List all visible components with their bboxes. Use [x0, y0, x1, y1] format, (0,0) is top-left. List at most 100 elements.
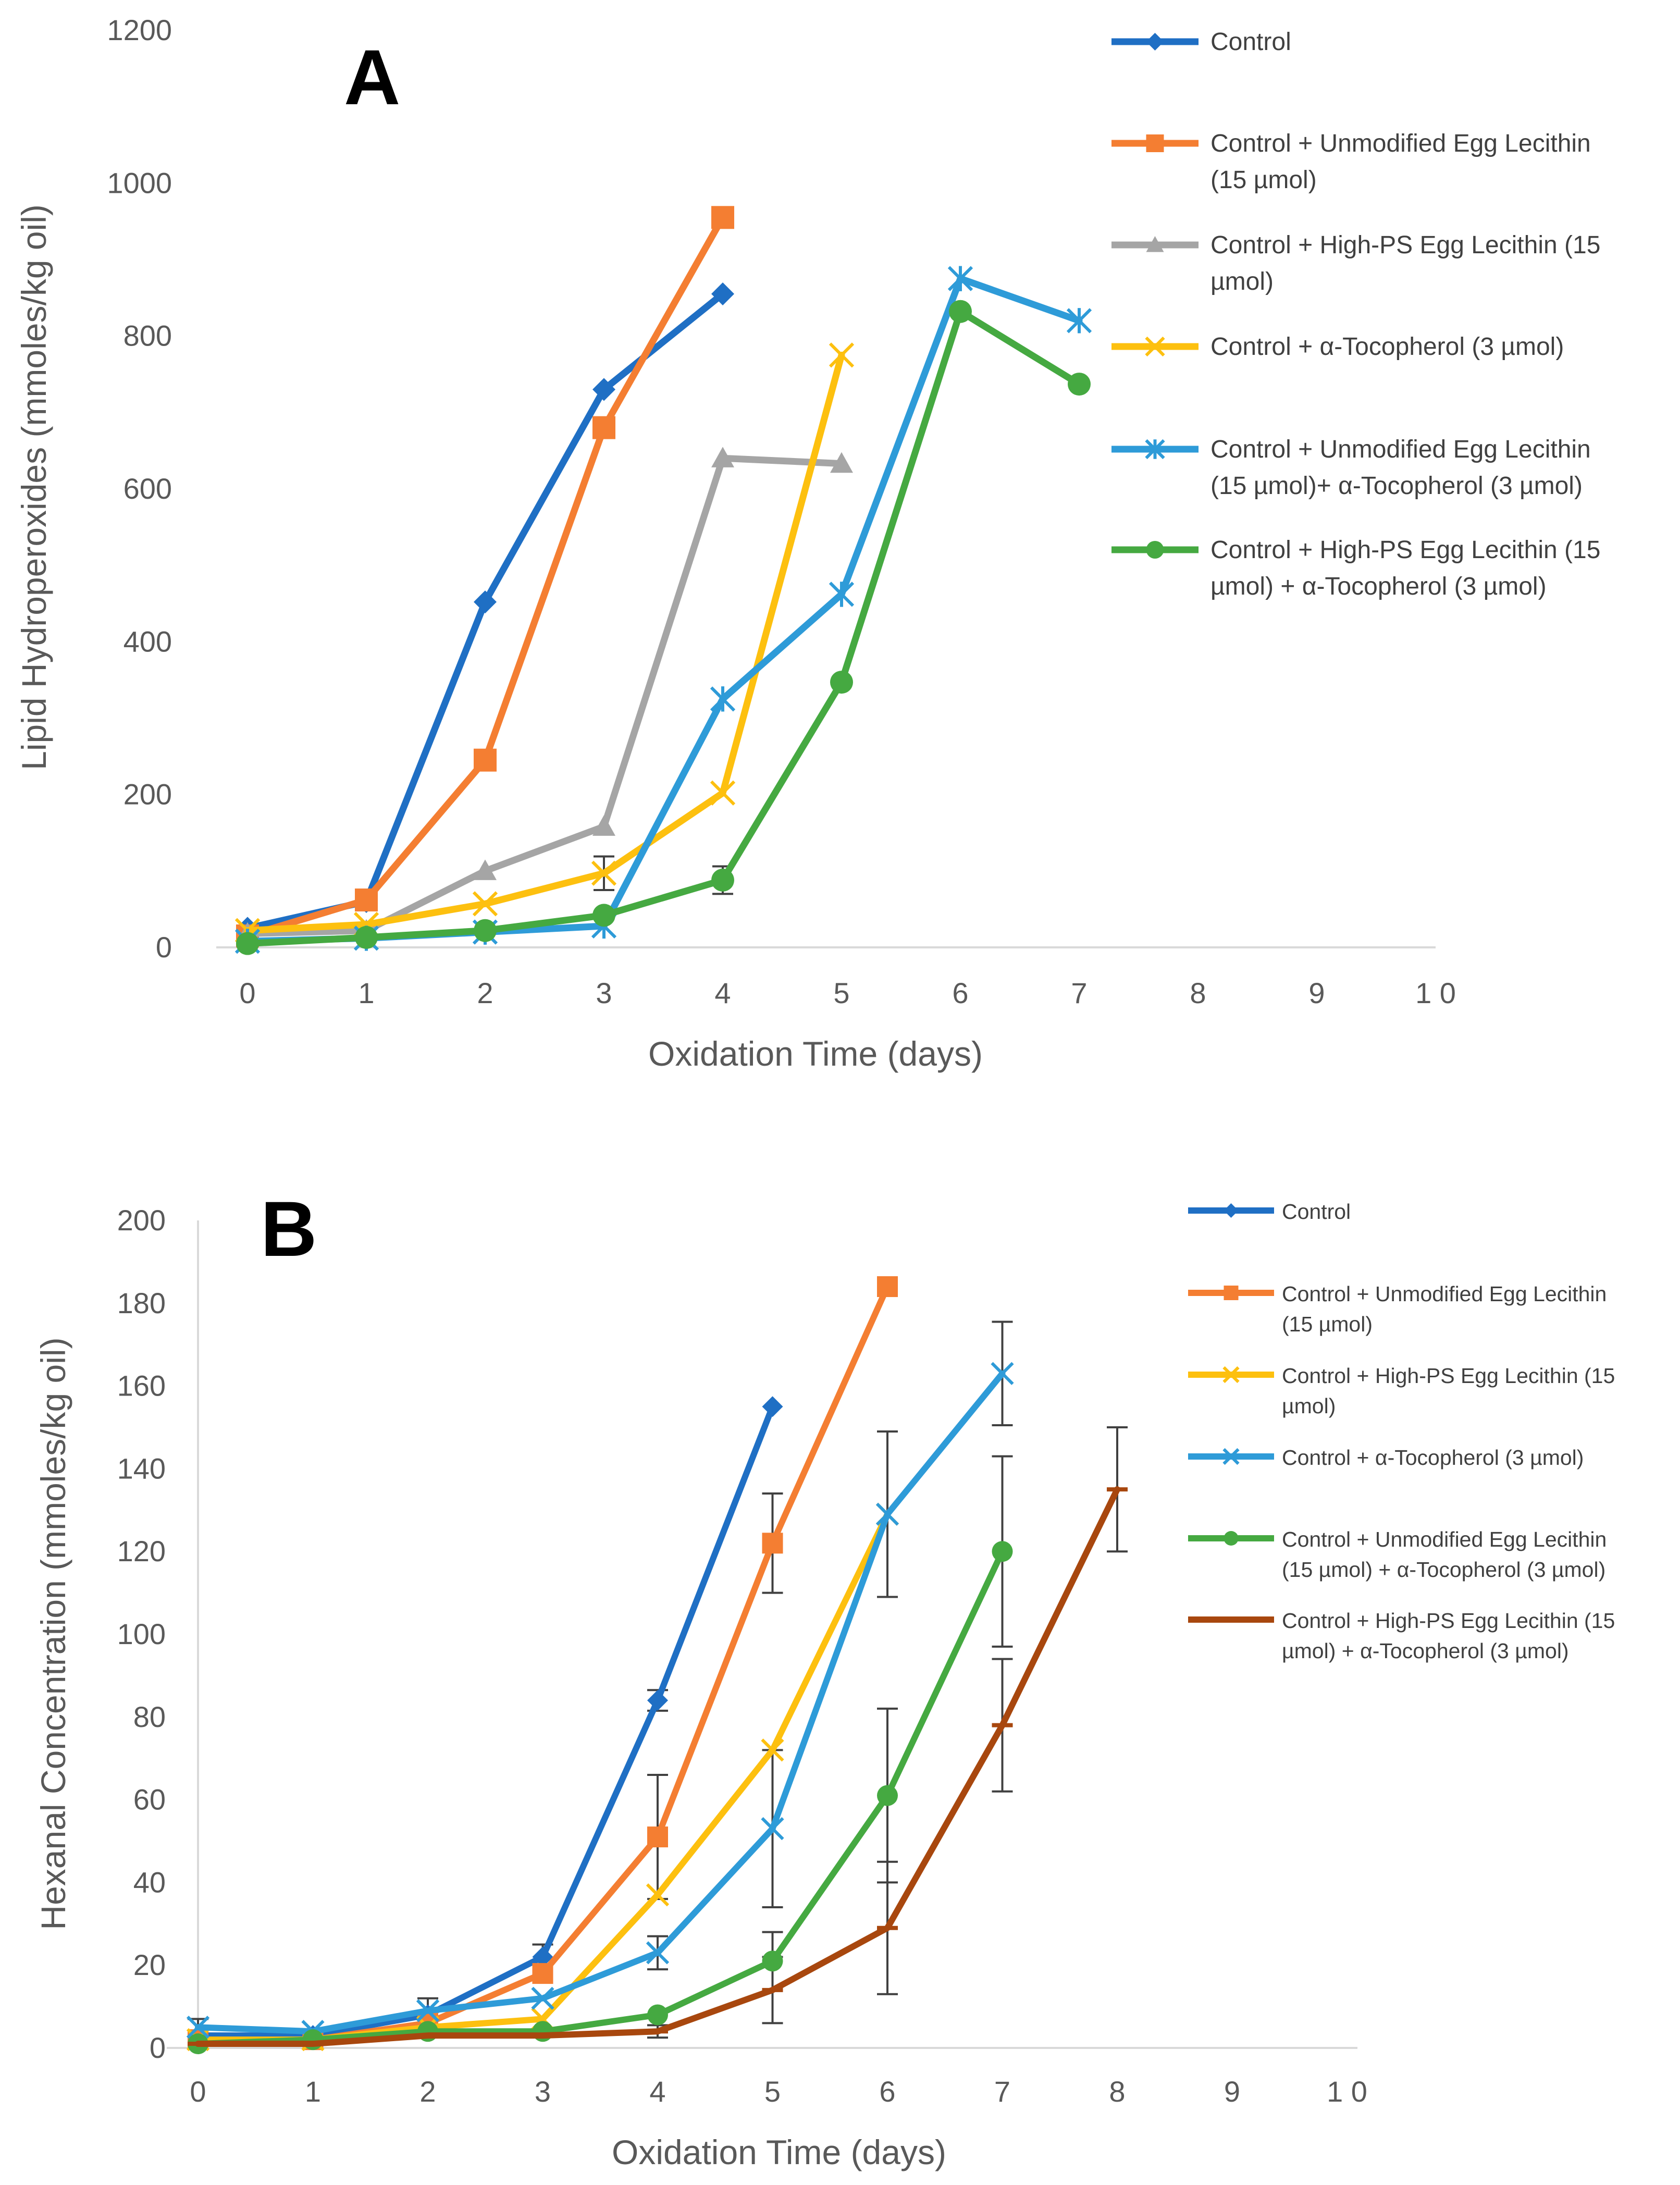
y-axis-title-a: Lipid Hydroperoxides (mmoles/kg oil): [15, 204, 53, 770]
x-tick-label: 0: [239, 977, 255, 1009]
y-tick-label: 800: [123, 319, 172, 352]
data-point: [592, 378, 615, 401]
legend-label: Control + Unmodified Egg Lecithin: [1282, 1282, 1607, 1306]
y-tick-label: 600: [123, 472, 172, 505]
legend-entry: Control + α-Tocopherol (3 µmol): [1188, 1446, 1584, 1470]
data-point: [531, 1986, 554, 2010]
y-tick-label: 60: [133, 1783, 166, 1816]
data-point: [875, 1502, 899, 1526]
data-point: [302, 2029, 324, 2051]
data-point: [416, 1999, 440, 2022]
panel-letter-b: B: [261, 1185, 317, 1273]
legend-swatch-marker: [1146, 236, 1164, 252]
legend-label: µmol) + α-Tocopherol (3 µmol): [1210, 573, 1547, 600]
data-point: [474, 919, 497, 942]
legend-swatch-marker: [1145, 336, 1165, 357]
data-point: [711, 282, 734, 305]
series-line: [244, 351, 845, 934]
data-point: [877, 1276, 898, 1298]
x-ticks-b: 0 1 2 3 4 5 6 7 8 9 1 0: [190, 2075, 1367, 2108]
data-point: [761, 1738, 784, 1762]
x-tick-label: 2: [477, 977, 493, 1009]
data-point: [646, 1883, 670, 1907]
legend-entry: Control + High-PS Egg Lecithin (15 µmol) …: [1111, 536, 1600, 600]
x-tick-label: 9: [1224, 2075, 1240, 2108]
x-tick-label: 6: [952, 977, 968, 1009]
series-4: [186, 1362, 1014, 2043]
x-ticks-a: 0 1 2 3 4 5 6 7 8 9 1 0: [239, 977, 1456, 1009]
data-point: [646, 1941, 670, 1965]
y-tick-label: 140: [117, 1452, 166, 1485]
legend-label: Control + α-Tocopherol (3 µmol): [1210, 333, 1564, 361]
legend-label: µmol): [1282, 1394, 1336, 1418]
series-line: [195, 1370, 1006, 2035]
legend-swatch-marker: [1224, 1203, 1239, 1218]
data-point: [647, 1690, 668, 1711]
y-axis-title-b: Hexanal Concentration (mmoles/kg oil): [34, 1337, 72, 1930]
data-point: [592, 904, 615, 927]
legend-entry: Control + Unmodified Egg Lecithin (15 µmo…: [1188, 1282, 1607, 1336]
x-tick-label: 9: [1308, 977, 1325, 1009]
y-ticks-b: 0 20 40 60 80 100 120 140 160 180 200: [117, 1204, 166, 2064]
legend-swatch-marker: [1222, 1448, 1240, 1465]
legend-swatch-marker: [1146, 33, 1164, 51]
data-point: [474, 748, 497, 772]
y-tick-label: 100: [117, 1618, 166, 1650]
x-tick-label: 3: [596, 977, 612, 1009]
data-point: [532, 1946, 553, 1968]
x-axis-title-b: Oxidation Time (days): [612, 2133, 946, 2171]
legend-b: Control Control + Unmodified Egg Lecithin…: [1188, 1200, 1615, 1663]
legend-entry: Control + High-PS Egg Lecithin (15 µmol): [1188, 1364, 1615, 1418]
data-point: [947, 266, 973, 291]
series-line: [244, 308, 1083, 947]
data-point: [592, 815, 615, 836]
data-point: [474, 859, 497, 880]
y-tick-label: 0: [156, 931, 172, 964]
chart-panel-b: B 0 20 40 60 80 100 120 140 160 180 200 0 1 2 3 4 5 6 7 8 9…: [34, 1185, 1615, 2171]
series-line: [195, 1403, 776, 2039]
data-point: [474, 590, 497, 614]
legend-label: Control: [1210, 28, 1291, 56]
x-tick-label: 8: [1190, 977, 1206, 1009]
legend-entry: Control: [1188, 1200, 1351, 1224]
legend-entry: Control + Unmodified Egg Lecithin (15 µmo…: [1111, 436, 1591, 500]
legend-label: Control: [1282, 1200, 1351, 1224]
panel-letter-a: A: [344, 33, 400, 121]
data-point: [991, 1362, 1014, 1385]
y-tick-label: 200: [123, 778, 172, 811]
y-tick-label: 20: [133, 1948, 166, 1981]
x-tick-label: 5: [764, 2075, 781, 2108]
data-point: [762, 1951, 783, 1972]
x-tick-label: 1 0: [1415, 977, 1456, 1009]
x-tick-label: 5: [833, 977, 849, 1009]
y-tick-label: 80: [133, 1700, 166, 1733]
x-tick-label: 6: [879, 2075, 895, 2108]
data-point: [532, 1963, 553, 1984]
y-tick-label: 1200: [107, 14, 172, 46]
data-point: [762, 1396, 783, 1417]
data-point: [1068, 373, 1091, 396]
data-point: [949, 300, 972, 323]
x-tick-label: 8: [1109, 2075, 1125, 2108]
data-point: [992, 1541, 1013, 1562]
y-tick-label: 40: [133, 1866, 166, 1898]
legend-label: Control + α-Tocopherol (3 µmol): [1282, 1446, 1584, 1470]
x-tick-label: 7: [1071, 977, 1087, 1009]
legend-label: (15 µmol): [1210, 166, 1317, 194]
legend-entry: Control + Unmodified Egg Lecithin (15 µmo…: [1111, 130, 1591, 194]
data-point: [1066, 308, 1092, 334]
legend-entry: Control + High-PS Egg Lecithin (15 µmol) …: [1188, 1609, 1615, 1663]
legend-label: Control + High-PS Egg Lecithin (15: [1282, 1364, 1615, 1388]
y-tick-label: 120: [117, 1535, 166, 1567]
data-point: [647, 1826, 668, 1848]
legend-label: (15 µmol) + α-Tocopherol (3 µmol): [1282, 1558, 1605, 1582]
data-point: [355, 925, 378, 949]
data-point: [830, 452, 853, 473]
series-line: [244, 454, 845, 937]
data-point: [711, 206, 734, 229]
data-point: [532, 2021, 553, 2042]
legend-swatch-marker: [1146, 541, 1164, 559]
x-tick-label: 4: [714, 977, 731, 1009]
